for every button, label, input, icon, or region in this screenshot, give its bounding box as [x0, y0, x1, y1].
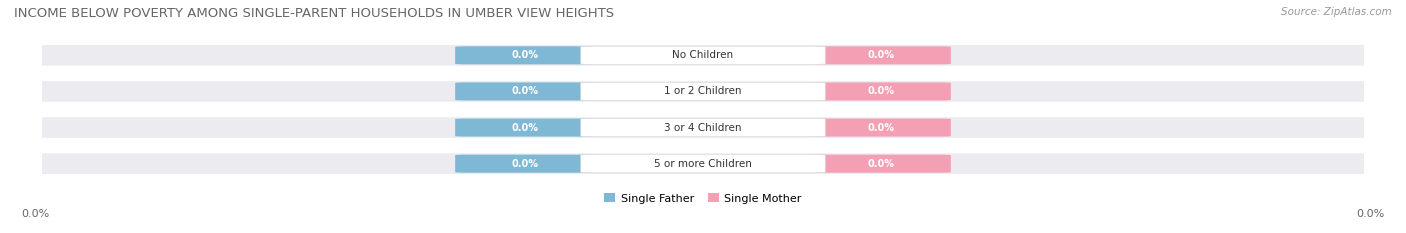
FancyBboxPatch shape — [813, 82, 950, 100]
FancyBboxPatch shape — [456, 82, 593, 100]
FancyBboxPatch shape — [35, 81, 1371, 102]
Text: 0.0%: 0.0% — [510, 123, 538, 133]
Text: 0.0%: 0.0% — [868, 50, 896, 60]
FancyBboxPatch shape — [581, 119, 825, 137]
Text: 0.0%: 0.0% — [510, 159, 538, 169]
FancyBboxPatch shape — [35, 117, 1371, 138]
Text: 0.0%: 0.0% — [510, 86, 538, 96]
FancyBboxPatch shape — [35, 45, 1371, 66]
Text: 0.0%: 0.0% — [868, 86, 896, 96]
FancyBboxPatch shape — [456, 119, 593, 137]
Text: 0.0%: 0.0% — [1357, 209, 1385, 219]
FancyBboxPatch shape — [813, 46, 950, 64]
Text: 0.0%: 0.0% — [510, 50, 538, 60]
FancyBboxPatch shape — [813, 119, 950, 137]
Text: INCOME BELOW POVERTY AMONG SINGLE-PARENT HOUSEHOLDS IN UMBER VIEW HEIGHTS: INCOME BELOW POVERTY AMONG SINGLE-PARENT… — [14, 7, 614, 20]
FancyBboxPatch shape — [581, 82, 825, 100]
FancyBboxPatch shape — [813, 155, 950, 173]
Text: 0.0%: 0.0% — [21, 209, 49, 219]
Text: No Children: No Children — [672, 50, 734, 60]
Text: 0.0%: 0.0% — [868, 159, 896, 169]
Text: 5 or more Children: 5 or more Children — [654, 159, 752, 169]
FancyBboxPatch shape — [456, 46, 593, 64]
FancyBboxPatch shape — [581, 155, 825, 173]
FancyBboxPatch shape — [581, 46, 825, 64]
Text: 0.0%: 0.0% — [868, 123, 896, 133]
Text: Source: ZipAtlas.com: Source: ZipAtlas.com — [1281, 7, 1392, 17]
FancyBboxPatch shape — [456, 155, 593, 173]
Legend: Single Father, Single Mother: Single Father, Single Mother — [600, 189, 806, 208]
Text: 1 or 2 Children: 1 or 2 Children — [664, 86, 742, 96]
Text: 3 or 4 Children: 3 or 4 Children — [664, 123, 742, 133]
FancyBboxPatch shape — [35, 153, 1371, 174]
